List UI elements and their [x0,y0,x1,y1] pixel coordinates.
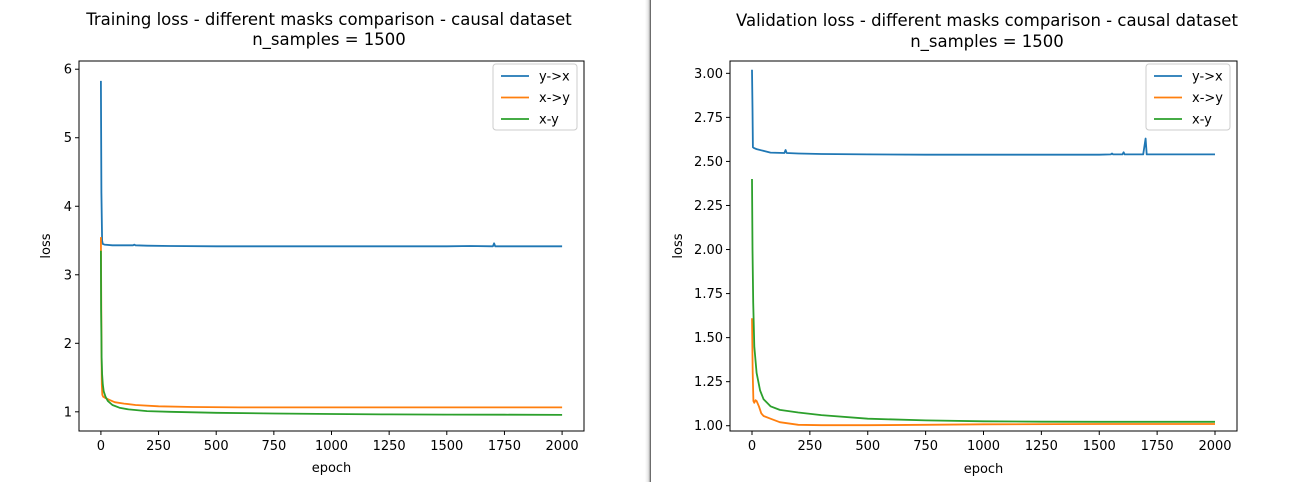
series-line-xy-2 [751,178,1215,423]
legend-entry-label: y->x [1192,70,1223,85]
x-axis-label: epoch [964,462,1004,477]
y-tick-label: 4 [64,200,72,215]
x-tick-label: 750 [261,439,286,454]
x-tick-label: 750 [913,439,938,454]
y-tick-label: 2.75 [694,111,723,126]
y-tick-label: 1 [64,405,72,420]
legend: y->x x->y x-y [492,63,578,131]
training-loss-chart: Training loss - different masks comparis… [39,10,585,476]
y-tick-label: 2.25 [694,199,723,214]
y-axis-label: loss [39,233,54,258]
x-tick-label: 1500 [430,439,463,454]
y-tick-label: 1.00 [694,419,723,434]
x-tick-label: 2000 [546,439,579,454]
legend-entry-label: y->x [539,70,570,85]
x-axis-label: epoch [312,461,352,476]
y-axis-label: loss [671,233,686,258]
x-tick-label: 1000 [967,439,1000,454]
legend-entry-label: x->y [1192,91,1223,106]
legend-entry-label: x->y [539,91,570,106]
y-tick-label: 2 [64,337,72,352]
x-tick-label: 0 [97,439,105,454]
window-divider[interactable] [645,0,651,482]
legend-entry-label: x-y [539,113,559,128]
series-line-yx-0 [100,80,563,248]
y-tick-label: 2.00 [694,243,723,258]
y-tick-label: 3.00 [694,67,723,82]
y-tick-label: 1.75 [694,287,723,302]
validation-loss-chart-panel: Validation loss - different masks compar… [651,0,1300,482]
x-tick-label: 250 [797,439,822,454]
series-line-xy-1 [751,318,1215,427]
y-tick-label: 2.50 [694,155,723,170]
x-tick-label: 1500 [1083,439,1116,454]
chart-subtitle: n_samples = 1500 [252,30,406,50]
y-tick-label: 3 [64,268,72,283]
chart-title: Validation loss - different masks compar… [736,11,1238,30]
x-tick-label: 250 [146,439,171,454]
x-tick-label: 1250 [1025,439,1058,454]
x-tick-label: 0 [748,439,756,454]
series-line-xy-1 [100,237,563,409]
x-tick-label: 1750 [488,439,521,454]
legend-entry-label: x-y [1192,113,1212,128]
y-tick-label: 1.50 [694,331,723,346]
x-tick-label: 1750 [1141,439,1174,454]
y-tick-label: 6 [64,63,72,78]
x-tick-label: 1250 [373,439,406,454]
x-tick-label: 2000 [1198,439,1231,454]
x-tick-label: 1000 [315,439,348,454]
chart-subtitle: n_samples = 1500 [910,32,1064,52]
y-tick-label: 5 [64,131,72,146]
legend: y->x x->y x-y [1145,63,1231,131]
legend-box [492,63,578,131]
x-tick-label: 500 [204,439,229,454]
validation-loss-chart: Validation loss - different masks compar… [671,11,1238,477]
chart-title: Training loss - different masks comparis… [85,10,572,29]
x-tick-label: 500 [855,439,880,454]
legend-box [1145,63,1231,131]
training-loss-chart-panel: Training loss - different masks comparis… [0,0,645,482]
series-line-xy-2 [100,250,563,416]
series-line-yx-0 [751,69,1215,156]
y-tick-label: 1.25 [694,375,723,390]
